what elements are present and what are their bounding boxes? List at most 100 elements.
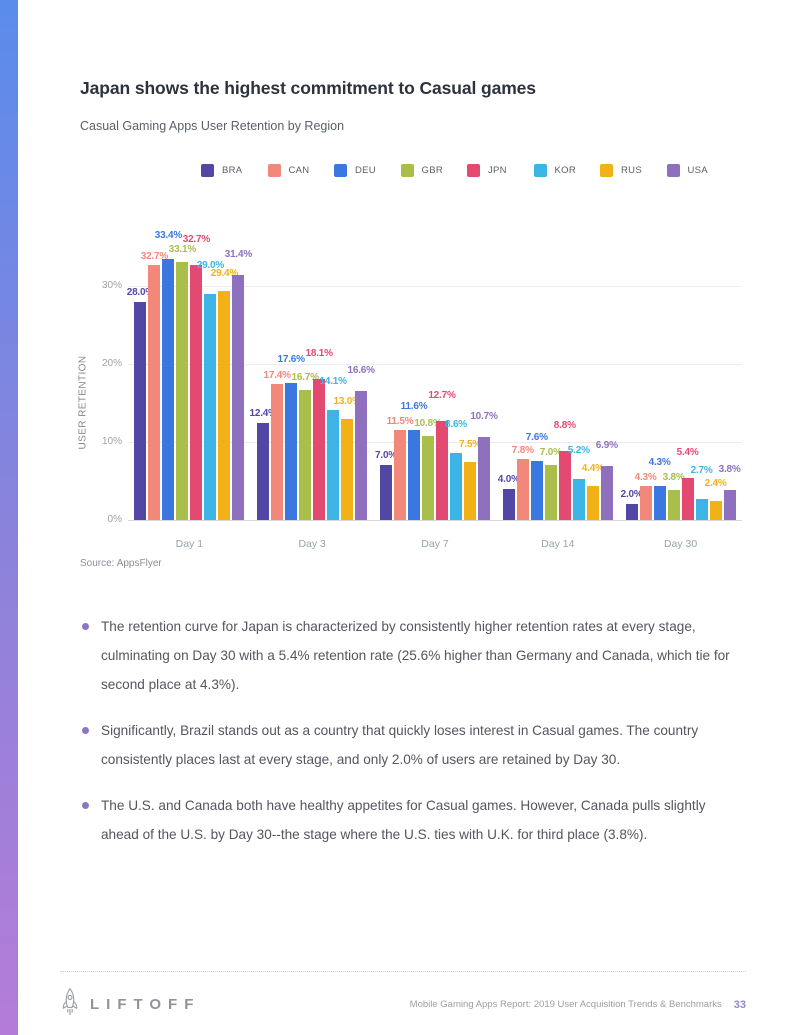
legend-swatch-icon [201, 164, 214, 177]
bar-value-label: 4.4% [581, 462, 604, 474]
side-accent-bar [0, 0, 18, 1035]
bar-value-label: 29.4% [210, 267, 239, 279]
page-number: 33 [733, 998, 746, 1011]
footer-meta: Mobile Gaming Apps Report: 2019 User Acq… [410, 999, 746, 1011]
bar-value-label: 32.7% [140, 250, 169, 262]
legend-swatch-icon [600, 164, 613, 177]
insight-text: The U.S. and Canada both have healthy ap… [101, 798, 706, 842]
x-tick-label: Day 1 [175, 538, 204, 550]
bar-value-label: 13.0% [333, 395, 362, 407]
bar-value-label: 3.8% [662, 472, 685, 484]
bar-rus-day3 [341, 418, 354, 520]
legend-label: GBR [421, 165, 443, 176]
bar-value-label: 7.8% [511, 445, 534, 457]
bar-value-label: 33.4% [154, 230, 183, 242]
legend-item-bra: BRA [201, 164, 268, 177]
bar-value-label: 4.3% [648, 457, 671, 469]
bar-value-label: 31.4% [224, 249, 253, 261]
gridline-10 [128, 442, 742, 443]
bar-value-label: 7.0% [375, 450, 397, 462]
retention-bar-chart: BRA CAN DEU GBR JPN KOR RUS USA USER RETENTION … [78, 160, 745, 560]
bar-kor-day30 [695, 498, 708, 520]
bar-value-label: 16.7% [291, 371, 320, 383]
bullet-icon [82, 802, 89, 809]
bar-value-label: 18.1% [305, 347, 334, 359]
bar-usa-day1 [232, 275, 245, 520]
legend-swatch-icon [467, 164, 480, 177]
bar-usa-day7 [478, 436, 490, 520]
bar-value-label: 14.1% [319, 376, 348, 388]
bar-value-label: 10.7% [470, 410, 498, 422]
bar-value-label: 33.1% [168, 243, 197, 255]
bar-value-label: 8.6% [445, 418, 467, 430]
bar-bra-day1 [134, 301, 147, 520]
y-tick-label: 10% [101, 436, 122, 447]
bar-can-day30 [639, 486, 652, 520]
insights-list: The retention curve for Japan is charact… [80, 612, 732, 866]
gridline-20 [128, 364, 742, 365]
bar-gbr-day1 [176, 261, 189, 520]
bar-value-label: 2.7% [690, 464, 713, 476]
bar-kor-day3 [327, 410, 340, 520]
bar-value-label: 2.0% [620, 489, 643, 501]
bar-rus-day30 [709, 501, 722, 520]
legend-item-deu: DEU [334, 164, 401, 177]
bar-value-label: 17.4% [263, 370, 292, 382]
bar-value-label: 11.5% [386, 416, 414, 428]
legend-swatch-icon [334, 164, 347, 177]
insight-text: Significantly, Brazil stands out as a co… [101, 723, 699, 767]
legend-item-jpn: JPN [467, 164, 534, 177]
page-footer: LIFTOFF Mobile Gaming Apps Report: 2019 … [60, 971, 746, 1022]
legend-swatch-icon [666, 164, 680, 177]
bar-can-day7 [394, 430, 406, 520]
x-tick-label: Day 14 [541, 538, 575, 550]
legend-swatch-icon [533, 164, 547, 177]
rocket-icon [60, 987, 80, 1022]
bar-kor-day14 [572, 479, 585, 520]
x-tick-label: Day 3 [298, 538, 326, 550]
bar-value-label: 2.4% [704, 478, 727, 490]
legend-item-can: CAN [267, 164, 335, 177]
page-title: Japan shows the highest commitment to Ca… [80, 78, 536, 98]
bar-deu-day14 [530, 460, 543, 520]
bar-rus-day1 [218, 290, 231, 520]
bar-can-day1 [148, 264, 161, 520]
bullet-icon [82, 623, 89, 630]
bar-value-label: 8.8% [553, 420, 576, 432]
legend-label: USA [687, 165, 708, 176]
bar-value-label: 29.0% [196, 259, 225, 271]
y-tick-label: 20% [101, 358, 122, 369]
source-note: Source: AppsFlyer [80, 558, 162, 569]
legend-item-kor: KOR [533, 164, 601, 177]
bar-value-label: 3.8% [718, 464, 741, 476]
bar-bra-day7 [380, 465, 392, 520]
bar-value-label: 12.7% [428, 389, 456, 401]
bar-usa-day14 [600, 466, 613, 520]
liftoff-logo: LIFTOFF [60, 987, 200, 1022]
chart-legend: BRA CAN DEU GBR JPN KOR RUS USA [201, 164, 733, 177]
bar-value-label: 5.2% [567, 445, 590, 457]
bar-can-day3 [271, 384, 284, 520]
x-tick-label: Day 30 [663, 538, 698, 550]
list-item: Significantly, Brazil stands out as a co… [80, 716, 732, 774]
bar-value-label: 7.5% [459, 438, 481, 450]
legend-swatch-icon [267, 164, 281, 177]
bar-value-label: 10.8% [414, 417, 442, 429]
x-tick-label: Day 7 [421, 538, 449, 550]
bar-bra-day3 [257, 423, 270, 520]
gridline-0 [128, 520, 742, 521]
chart-plot-area: USER RETENTION 0% 10% 20% 30% 28.0% 32.7% 33.4… [78, 160, 745, 560]
legend-label: KOR [554, 165, 576, 176]
bar-jpn-day14 [558, 451, 571, 520]
bar-bra-day30 [625, 504, 638, 520]
bar-kor-day7 [450, 452, 462, 520]
bar-deu-day1 [162, 259, 175, 520]
bar-usa-day30 [723, 490, 736, 520]
brand-name: LIFTOFF [90, 996, 201, 1013]
bar-jpn-day30 [681, 477, 694, 520]
bullet-icon [82, 727, 89, 734]
legend-item-gbr: GBR [400, 164, 468, 177]
bar-rus-day14 [586, 485, 599, 520]
bar-can-day14 [516, 459, 529, 520]
